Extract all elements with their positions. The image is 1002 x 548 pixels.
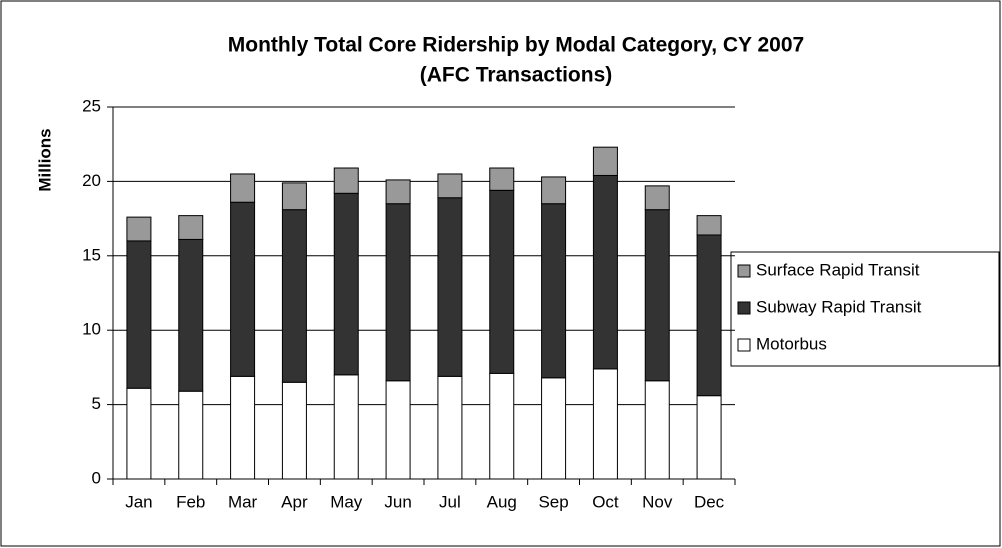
y-tick-label: 25 — [82, 96, 101, 115]
bar-segment — [230, 201, 256, 377]
x-tick-label: Oct — [592, 492, 619, 511]
y-axis-label: Millions — [35, 128, 54, 191]
x-tick-label: Jan — [125, 492, 152, 511]
legend-label: Surface Rapid Transit — [756, 260, 920, 279]
x-tick-label: Jun — [384, 492, 411, 511]
legend-swatch — [737, 264, 751, 278]
bar-segment — [541, 377, 567, 480]
bar-segment — [126, 240, 152, 389]
x-tick-label: Jul — [439, 492, 461, 511]
bar-segment — [333, 374, 359, 480]
bar-segment — [126, 387, 152, 480]
bar-segment — [489, 167, 515, 191]
bar-segment — [437, 375, 463, 480]
x-tick-label: Nov — [642, 492, 673, 511]
bar-segment — [437, 173, 463, 199]
bar-segment — [437, 197, 463, 377]
y-tick-label: 5 — [92, 394, 101, 413]
bar-segment — [696, 215, 722, 236]
x-tick-label: Aug — [487, 492, 517, 511]
x-tick-label: Feb — [176, 492, 205, 511]
x-tick-label: Apr — [281, 492, 308, 511]
bar-segment — [592, 174, 618, 370]
x-tick-label: May — [330, 492, 363, 511]
bar-segment — [385, 203, 411, 382]
bar-segment — [230, 375, 256, 480]
y-tick-label: 15 — [82, 245, 101, 264]
bar-segment — [385, 380, 411, 480]
bar-segment — [178, 390, 204, 480]
legend — [730, 251, 1000, 367]
bar-segment — [541, 176, 567, 205]
x-tick-label: Dec — [694, 492, 725, 511]
bar-segment — [230, 173, 256, 203]
bar-segment — [592, 146, 618, 176]
bar-segment — [696, 234, 722, 397]
bar-segment — [541, 203, 567, 379]
legend-label: Motorbus — [756, 334, 827, 353]
bar-segment — [385, 179, 411, 205]
bar-segment — [644, 380, 670, 480]
legend-label: Subway Rapid Transit — [756, 297, 922, 316]
bar-segment — [592, 368, 618, 480]
y-tick-label: 10 — [82, 320, 101, 339]
bar-segment — [333, 192, 359, 376]
bar-segment — [644, 209, 670, 382]
x-tick-label: Sep — [538, 492, 568, 511]
chart-title: Monthly Total Core Ridership by Modal Ca… — [228, 34, 804, 57]
legend-swatch — [737, 338, 751, 352]
bar-segment — [281, 381, 307, 480]
bar-segment — [489, 372, 515, 480]
bar-segment — [644, 185, 670, 211]
bar-segment — [281, 209, 307, 383]
bar-segment — [178, 238, 204, 392]
bar-segment — [489, 189, 515, 374]
legend-swatch — [737, 301, 751, 315]
y-tick-label: 0 — [92, 468, 101, 487]
y-tick-label: 20 — [82, 171, 101, 190]
bar-segment — [696, 395, 722, 480]
x-tick-label: Mar — [228, 492, 258, 511]
chart-subtitle: (AFC Transactions) — [420, 64, 613, 87]
bar-segment — [126, 216, 152, 242]
bar-segment — [333, 167, 359, 194]
bar-segment — [281, 182, 307, 211]
bar-segment — [178, 215, 204, 240]
